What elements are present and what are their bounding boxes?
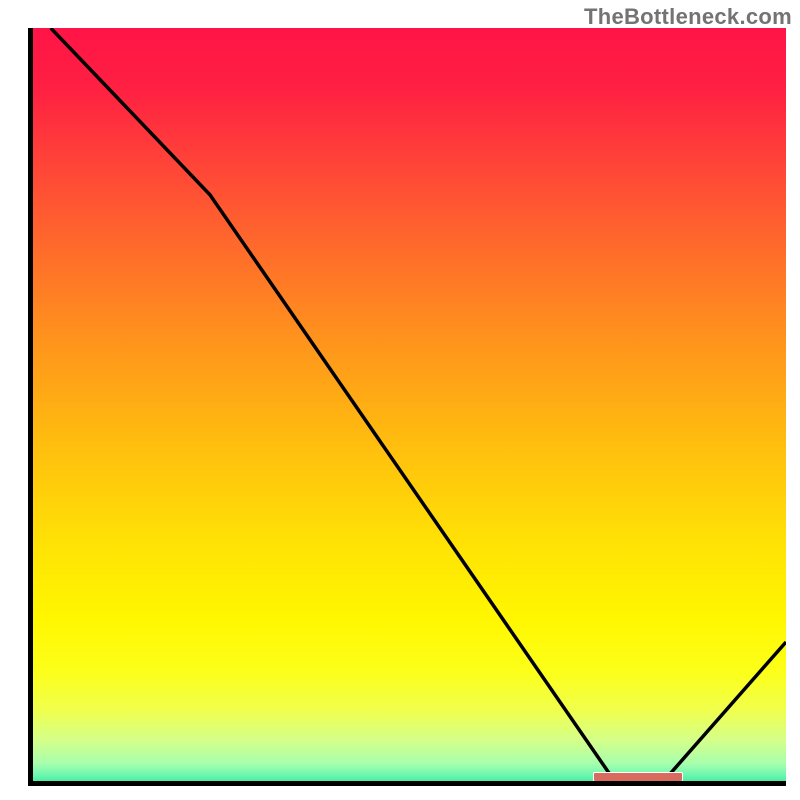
plot-area xyxy=(28,28,786,786)
watermark-text: TheBottleneck.com xyxy=(584,4,792,30)
chart-frame: TheBottleneck.com xyxy=(0,0,800,800)
plot-axes xyxy=(28,28,786,786)
